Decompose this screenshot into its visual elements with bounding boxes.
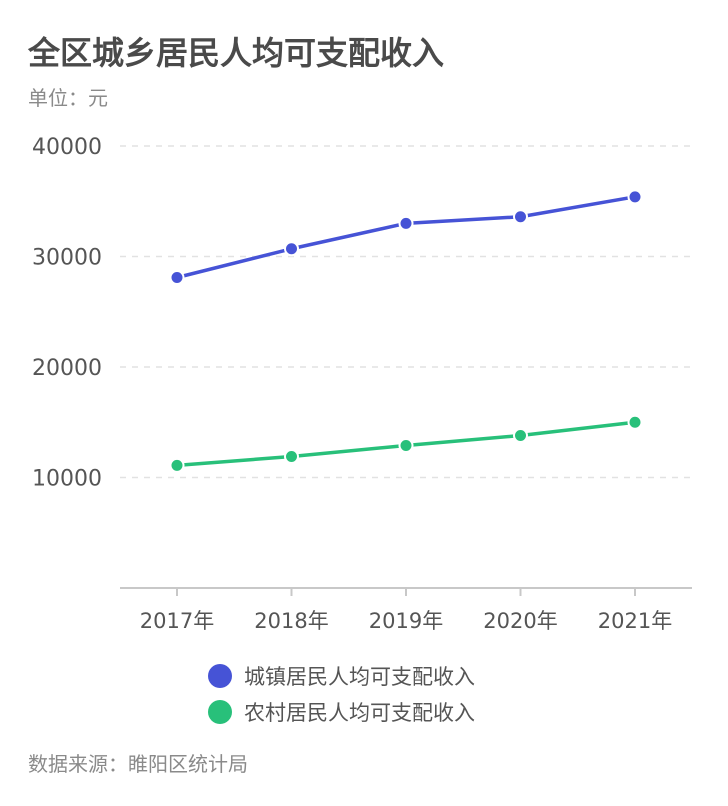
data-point bbox=[513, 209, 528, 225]
x-tick-label: 2018年 bbox=[254, 609, 328, 633]
x-tick-label: 2017年 bbox=[140, 609, 214, 633]
series-line-0 bbox=[175, 195, 637, 280]
legend: 城镇居民人均可支配收入 农村居民人均可支配收入 bbox=[208, 658, 475, 730]
x-tick-label: 2021年 bbox=[598, 609, 672, 633]
data-source: 数据来源：睢阳区统计局 bbox=[28, 752, 248, 776]
y-axis: 40000 30000 20000 10000 bbox=[32, 135, 102, 492]
grid-lines bbox=[120, 145, 692, 479]
series-group bbox=[169, 189, 643, 473]
data-point bbox=[627, 414, 643, 430]
x-axis: 2017年 2018年 2019年 2020年 2021年 bbox=[120, 587, 692, 633]
data-point bbox=[398, 437, 414, 453]
data-point bbox=[627, 189, 643, 205]
data-point bbox=[284, 449, 299, 465]
y-tick-label: 40000 bbox=[32, 135, 102, 160]
data-point bbox=[169, 269, 185, 285]
legend-marker-urban bbox=[208, 664, 232, 688]
legend-label-rural: 农村居民人均可支配收入 bbox=[244, 701, 475, 725]
line-chart: 40000 30000 20000 10000 2017年 2018年 2019年 2020… bbox=[32, 135, 692, 633]
x-tick-label: 2019年 bbox=[369, 609, 443, 633]
legend-label-urban: 城镇居民人均可支配收入 bbox=[244, 665, 475, 689]
data-point bbox=[284, 241, 299, 257]
data-point bbox=[398, 215, 414, 231]
data-point bbox=[169, 457, 185, 473]
y-tick-label: 20000 bbox=[32, 356, 102, 381]
x-tick-label: 2020年 bbox=[483, 609, 557, 633]
y-tick-label: 10000 bbox=[32, 467, 102, 492]
chart-title: 全区城乡居民人均可支配收入 bbox=[28, 34, 445, 72]
data-point bbox=[513, 428, 528, 444]
legend-item-urban: 城镇居民人均可支配收入 bbox=[208, 658, 475, 694]
legend-item-rural: 农村居民人均可支配收入 bbox=[208, 694, 475, 730]
legend-marker-rural bbox=[208, 700, 232, 724]
unit-label: 单位：元 bbox=[28, 86, 108, 110]
y-tick-label: 30000 bbox=[32, 246, 102, 271]
